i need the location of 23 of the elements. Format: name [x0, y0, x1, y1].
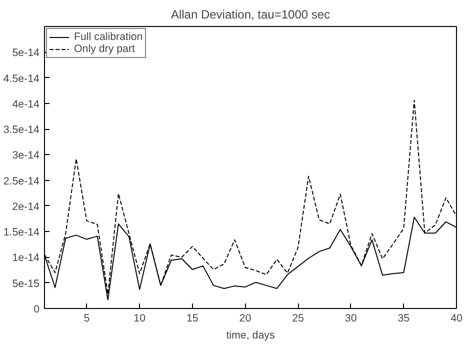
x-tick-label: 40	[450, 312, 462, 324]
y-tick-label: 3.5e-14	[3, 124, 40, 136]
y-tick-label: 5e-14	[12, 47, 40, 60]
y-tick-label: 3e-14	[12, 150, 40, 162]
x-tick-label: 20	[239, 312, 252, 324]
x-tick-label: 5	[84, 312, 90, 324]
y-tick-label: 2e-14	[12, 200, 40, 213]
legend-label: Only dry part	[74, 43, 135, 55]
legend-label: Full calibration	[74, 31, 143, 43]
x-tick-label: 25	[292, 312, 304, 324]
y-tick-label: 4e-14	[12, 98, 40, 110]
chart-title: Allan Deviation, tau=1000 sec	[170, 8, 330, 22]
y-tick-label: 1.5e-14	[3, 226, 40, 239]
x-axis-title: time, days	[226, 330, 275, 342]
y-tick-label: 1e-14	[12, 252, 40, 264]
y-tick-label: 5e-15	[12, 278, 40, 290]
x-tick-label: 35	[398, 312, 410, 324]
y-tick-label: 2.5e-14	[3, 175, 40, 188]
x-tick-label: 30	[344, 312, 357, 324]
x-tick-label: 15	[186, 312, 198, 324]
y-tick-label: 4.5e-14	[3, 72, 40, 85]
x-tick-label: 10	[134, 312, 146, 324]
y-tick-label: 0	[34, 304, 40, 316]
